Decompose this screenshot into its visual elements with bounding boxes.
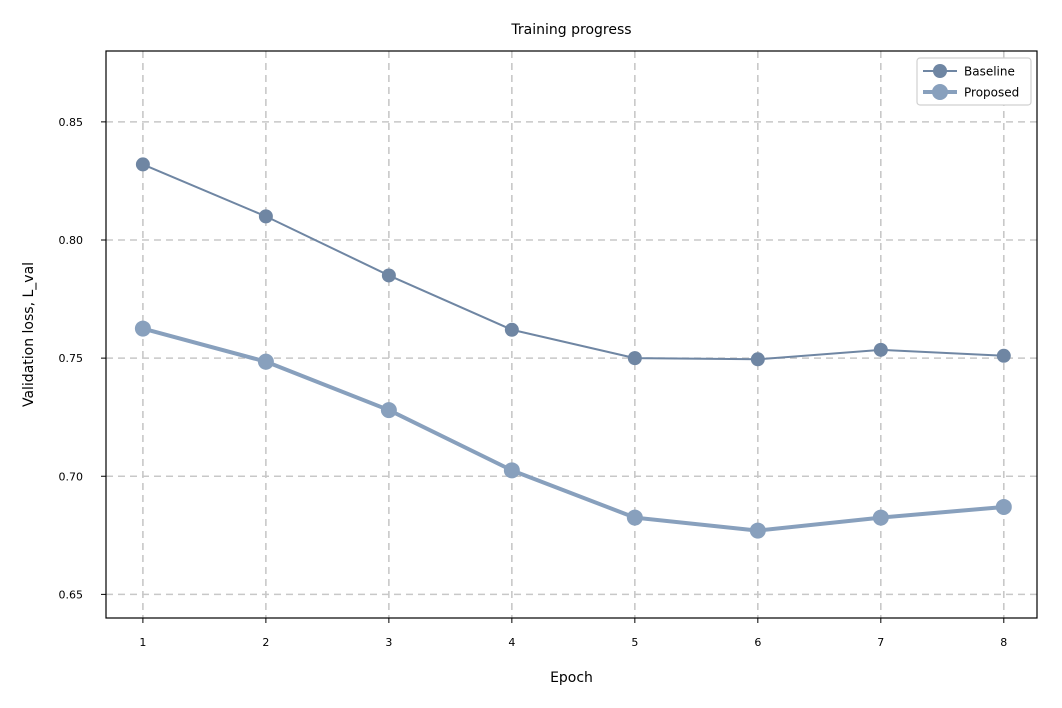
data-point-proposed (503, 462, 520, 479)
data-point-proposed (134, 320, 151, 337)
y-tick-label: 0.75 (59, 352, 84, 365)
x-tick-label: 2 (262, 636, 269, 649)
x-tick-label: 1 (139, 636, 146, 649)
data-point-proposed (872, 509, 889, 526)
axis-ticks: 1 2 3 4 5 6 7 8 0.65 0.70 0.75 0.80 0.85 (59, 116, 1008, 649)
data-point-baseline (381, 268, 396, 283)
x-axis-label: Epoch (550, 670, 593, 686)
y-tick-label: 0.80 (59, 234, 84, 247)
data-point-baseline (258, 209, 273, 224)
y-tick-label: 0.70 (59, 470, 84, 483)
data-point-baseline (135, 157, 150, 172)
data-point-baseline (996, 348, 1011, 363)
x-tick-label: 8 (1000, 636, 1007, 649)
x-tick-label: 5 (631, 636, 638, 649)
data-point-proposed (257, 353, 274, 370)
x-tick-label: 3 (385, 636, 392, 649)
series-layer (134, 157, 1012, 539)
legend-label-baseline: Baseline (964, 65, 1015, 79)
series-line-baseline (141, 163, 1005, 361)
legend-marker-proposed (932, 84, 948, 100)
legend-label-proposed: Proposed (964, 86, 1019, 100)
y-tick-label: 0.65 (59, 588, 84, 601)
data-point-baseline (504, 322, 519, 337)
series-line-proposed (140, 326, 1006, 533)
chart-title: Training progress (510, 22, 631, 38)
y-tick-label: 0.85 (59, 116, 84, 129)
y-axis-label: Validation loss, L_val (21, 262, 37, 407)
legend-marker-baseline (933, 64, 947, 78)
data-point-proposed (380, 402, 397, 419)
legend: Baseline Proposed (916, 57, 1032, 106)
x-tick-label: 6 (754, 636, 761, 649)
plot-frame (105, 50, 1038, 619)
data-point-baseline (627, 351, 642, 366)
data-point-baseline (873, 342, 888, 357)
data-point-proposed (626, 509, 643, 526)
data-point-proposed (995, 498, 1012, 515)
data-point-proposed (749, 522, 766, 539)
data-point-baseline (750, 352, 765, 367)
x-tick-label: 7 (877, 636, 884, 649)
x-tick-label: 4 (508, 636, 515, 649)
